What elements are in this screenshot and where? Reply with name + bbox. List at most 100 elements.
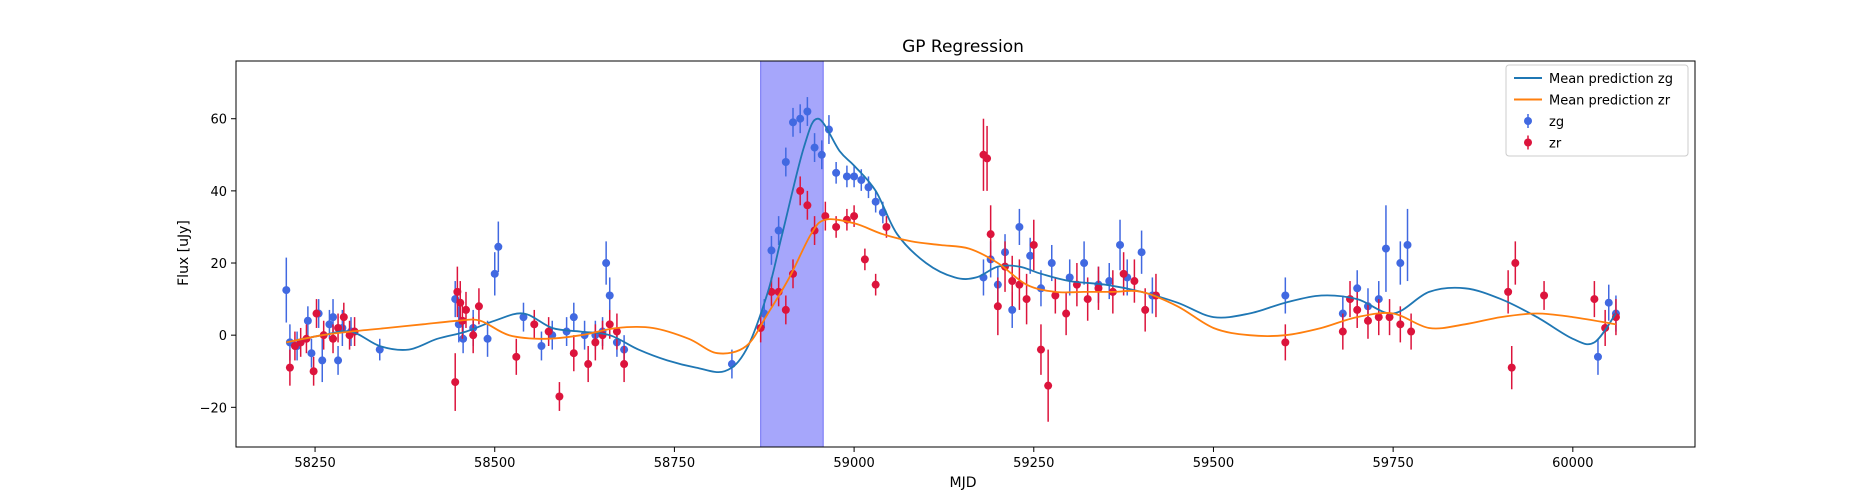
data-point xyxy=(774,226,783,235)
data-point xyxy=(620,360,629,369)
data-point xyxy=(312,309,321,318)
data-point xyxy=(483,334,492,343)
data-point xyxy=(850,172,859,181)
data-point xyxy=(1363,316,1372,325)
x-tick-label: 60000 xyxy=(1552,456,1593,471)
data-point xyxy=(325,320,334,329)
data-point xyxy=(1105,277,1114,286)
data-point xyxy=(1119,269,1128,278)
data-point xyxy=(544,327,553,336)
data-point xyxy=(1094,284,1103,293)
data-point xyxy=(1047,259,1056,268)
y-tick-label: 20 xyxy=(210,257,227,272)
data-point xyxy=(329,313,338,322)
x-tick-label: 58250 xyxy=(294,456,335,471)
data-point xyxy=(1540,291,1549,300)
data-point xyxy=(983,154,992,163)
data-point xyxy=(871,280,880,289)
data-point xyxy=(1381,244,1390,253)
x-tick-label: 58750 xyxy=(654,456,695,471)
data-point xyxy=(334,323,343,332)
x-tick-label: 59250 xyxy=(1013,456,1054,471)
data-point xyxy=(569,313,578,322)
data-point xyxy=(857,176,866,185)
series-zg xyxy=(282,97,1620,383)
data-point xyxy=(1353,305,1362,314)
data-point xyxy=(303,316,312,325)
data-point xyxy=(1338,327,1347,336)
data-point xyxy=(767,246,776,255)
data-point xyxy=(339,313,348,322)
legend: Mean prediction zg Mean prediction zr zg zr xyxy=(1505,64,1689,157)
series-line xyxy=(286,218,1617,355)
data-point xyxy=(803,201,812,210)
legend-label: zr xyxy=(1549,137,1562,152)
data-point xyxy=(1504,287,1513,296)
data-point xyxy=(1141,305,1150,314)
x-tick-label: 59750 xyxy=(1372,456,1413,471)
y-tick-label: 40 xyxy=(210,185,227,200)
data-point xyxy=(1374,313,1383,322)
data-point xyxy=(569,349,578,358)
data-point xyxy=(1130,277,1139,286)
data-point xyxy=(334,356,343,365)
data-point xyxy=(1353,284,1362,293)
data-point xyxy=(612,327,621,336)
data-point xyxy=(1065,273,1074,282)
data-point xyxy=(474,302,483,311)
y-tick-label: 60 xyxy=(210,113,227,128)
data-point xyxy=(993,302,1002,311)
data-point xyxy=(555,392,564,401)
y-tick-label: −20 xyxy=(200,401,227,416)
y-tick-label: 0 xyxy=(219,329,227,344)
data-point xyxy=(290,341,299,350)
data-point xyxy=(1281,291,1290,300)
legend-box xyxy=(1505,64,1689,157)
data-point xyxy=(1385,313,1394,322)
data-point xyxy=(1396,320,1405,329)
data-point xyxy=(1407,327,1416,336)
data-point xyxy=(871,197,880,206)
series-line xyxy=(286,117,1617,374)
legend-label: zg xyxy=(1549,115,1564,130)
data-point xyxy=(1008,277,1017,286)
data-point xyxy=(453,287,462,296)
data-point xyxy=(451,378,460,387)
data-point xyxy=(1590,295,1599,304)
data-point xyxy=(1029,240,1038,249)
data-point xyxy=(282,286,291,295)
data-point xyxy=(1022,295,1031,304)
data-point xyxy=(796,114,805,123)
legend-swatch-marker xyxy=(1524,138,1532,147)
data-point xyxy=(285,363,294,372)
data-point xyxy=(1507,363,1516,372)
legend-label: Mean prediction zr xyxy=(1549,94,1671,109)
x-tick-label: 59000 xyxy=(833,456,874,471)
plot-frame xyxy=(235,60,1696,448)
data-point xyxy=(1116,240,1125,249)
series-zr xyxy=(285,118,1620,422)
legend-label: Mean prediction zg xyxy=(1549,72,1673,87)
data-point xyxy=(605,291,614,300)
data-point xyxy=(789,118,798,127)
data-point xyxy=(1036,345,1045,354)
data-point xyxy=(832,168,841,177)
series-layer xyxy=(282,97,1620,422)
data-point xyxy=(461,305,470,314)
data-point xyxy=(490,269,499,278)
data-point xyxy=(1281,338,1290,347)
data-point xyxy=(832,222,841,231)
data-point xyxy=(781,158,790,167)
data-point xyxy=(821,212,830,221)
data-point xyxy=(1403,240,1412,249)
data-point xyxy=(1062,309,1071,318)
data-point xyxy=(1051,291,1060,300)
data-point xyxy=(767,287,776,296)
data-point xyxy=(796,186,805,195)
data-point xyxy=(1026,251,1035,260)
data-point xyxy=(591,338,600,347)
data-point xyxy=(986,230,995,239)
legend-swatch-marker xyxy=(1524,117,1532,125)
data-point xyxy=(537,341,546,350)
